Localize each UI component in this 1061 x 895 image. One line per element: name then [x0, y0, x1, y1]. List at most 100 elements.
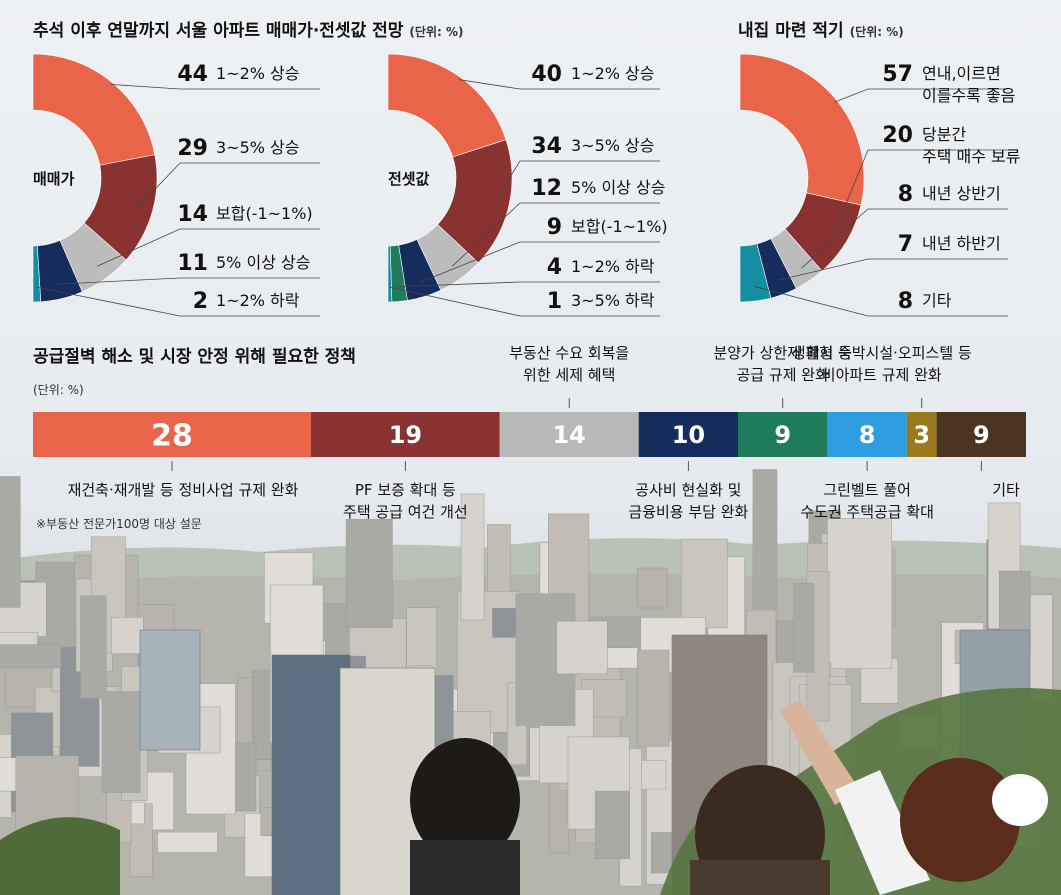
- policy-stacked-bar: 28 재건축·재개발 등 정비사업 규제 완화 19 PF 보증 확대 등주택 공급 …: [33, 344, 1026, 521]
- leader-line: [494, 160, 660, 203]
- policy-segment: [936, 412, 1026, 457]
- donut-slice: [739, 53, 865, 206]
- slice-value: 1: [547, 289, 562, 314]
- policy-segment-value: 14: [552, 421, 585, 449]
- slice-value: 4: [547, 255, 562, 280]
- slice-label: 당분간: [922, 125, 966, 144]
- slice-value: 14: [177, 202, 208, 227]
- slice-label: 1~2% 상승: [571, 64, 655, 83]
- leader-line: [451, 202, 660, 267]
- slice-label: 기타: [922, 291, 952, 310]
- policy-label: 수도권 주택공급 확대: [800, 503, 934, 521]
- unit-label-2: (단위: %): [850, 24, 904, 39]
- leader-line: [58, 277, 320, 285]
- slice-value: 9: [547, 215, 562, 240]
- slice-label: 5% 이상 상승: [216, 253, 310, 272]
- unit-label-1: (단위: %): [409, 24, 463, 39]
- slice-label: 이를수록 좋음: [922, 86, 1015, 105]
- slice-label: 3~5% 상승: [571, 136, 655, 155]
- slice-value: 29: [177, 136, 208, 161]
- policy-unit: (단위: %): [33, 383, 84, 397]
- slice-label: 보합(-1~1%): [216, 204, 313, 223]
- policy-label: 공급 규제 완화: [737, 366, 830, 384]
- slice-label: 보합(-1~1%): [571, 217, 668, 236]
- policy-segment: [499, 412, 639, 457]
- slice-value: 8: [898, 182, 913, 207]
- policy-label: 생활형 숙박시설·오피스텔 등: [792, 344, 972, 362]
- donut-charts: 추석 이후 연말까지 서울 아파트 매매가·전셋값 전망 (단위: %) 내집 마…: [32, 20, 1021, 317]
- leader-line: [778, 258, 1008, 281]
- slice-value: 34: [531, 134, 562, 159]
- policy-label: 기타: [992, 481, 1020, 499]
- slice-value: 44: [177, 62, 208, 87]
- leader-line: [833, 149, 1008, 234]
- policy-segment-value: 9: [774, 421, 791, 449]
- slice-label: 3~5% 하락: [571, 291, 655, 310]
- slice-label: 5% 이상 상승: [571, 178, 665, 197]
- policy-segment: [638, 412, 738, 457]
- slice-label: 내년 상반기: [922, 184, 1001, 203]
- slice-value: 20: [882, 123, 913, 148]
- title-price-outlook: 추석 이후 연말까지 서울 아파트 매매가·전셋값 전망: [33, 20, 404, 41]
- policy-label: 분양가 상한제 폐지 등: [713, 344, 852, 362]
- leader-line: [753, 285, 1008, 317]
- policy-segment-value: 9: [973, 421, 990, 449]
- policy-label: 공사비 현실화 및: [635, 481, 741, 499]
- slice-value: 40: [531, 62, 562, 87]
- policy-segment-value: 3: [913, 421, 930, 449]
- leader-line: [834, 88, 1008, 103]
- leader-line: [36, 286, 320, 317]
- policy-label: 재건축·재개발 등 정비사업 규제 완화: [68, 481, 299, 499]
- policy-title: 공급절벽 해소 및 시장 안정 위해 필요한 정책: [33, 346, 356, 367]
- donut-slice: [739, 243, 772, 303]
- slice-value: 7: [898, 232, 913, 257]
- policy-segment-value: 8: [859, 421, 876, 449]
- slice-label: 1~2% 하락: [216, 291, 300, 310]
- slice-label: 내년 하반기: [922, 234, 1001, 253]
- policy-label: 금융비용 부담 완화: [628, 503, 748, 521]
- donut-slice: [387, 245, 393, 303]
- leader-line: [138, 162, 320, 208]
- donut-sale-price: 44 1~2% 상승 29 3~5% 상승 14 보합(-1~1%) 11 5% 이상 상승 2…: [32, 53, 320, 317]
- donut-center-label: 매매가: [33, 170, 75, 188]
- slice-label: 연내,이르면: [922, 64, 1001, 83]
- leader-line: [419, 241, 660, 283]
- survey-note: ※부동산 전문가100명 대상 설문: [36, 517, 202, 531]
- leader-line: [398, 281, 660, 287]
- slice-label: 1~2% 상승: [216, 64, 300, 83]
- policy-segment-value: 19: [389, 421, 422, 449]
- slice-value: 2: [193, 289, 208, 314]
- policy-label: 위한 세제 혜택: [523, 366, 615, 384]
- slice-value: 57: [882, 62, 913, 87]
- policy-label: 비아파트 규제 완화: [822, 366, 942, 384]
- leader-line: [459, 79, 660, 90]
- leader-line: [110, 84, 320, 90]
- policy-segment: [311, 412, 500, 457]
- title-buy-timing: 내집 마련 적기: [738, 21, 844, 41]
- policy-label: 주택 공급 여건 개선: [343, 503, 468, 521]
- slice-label: 1~2% 하락: [571, 257, 655, 276]
- slice-value: 11: [177, 251, 208, 276]
- policy-segment-value: 28: [151, 418, 193, 453]
- donut-center-label: 전셋값: [388, 170, 430, 188]
- policy-label: PF 보증 확대 등: [355, 481, 456, 499]
- policy-label: 그린벨트 풀어: [823, 481, 911, 499]
- leader-line: [96, 228, 320, 267]
- leader-line: [389, 286, 660, 317]
- donut-slice: [32, 53, 156, 166]
- policy-segment: [827, 412, 907, 457]
- policy-segment: [906, 412, 937, 457]
- policy-segment: [738, 412, 828, 457]
- svg-text:추석 이후 연말까지 서울 아파트 매매가·전셋값 전망(단: 추석 이후 연말까지 서울 아파트 매매가·전셋값 전망 (단위: %): [33, 20, 463, 41]
- policy-bar-chart: 공급절벽 해소 및 시장 안정 위해 필요한 정책 (단위: %) 28 재건축·…: [33, 344, 1026, 531]
- policy-segment-value: 10: [672, 421, 705, 449]
- slice-value: 8: [898, 289, 913, 314]
- policy-label: 부동산 수요 회복을: [509, 344, 629, 362]
- slice-label: 3~5% 상승: [216, 138, 300, 157]
- svg-text:내집 마련 적기(단위: %): 내집 마련 적기 (단위: %): [738, 21, 904, 41]
- slice-label: 주택 매수 보류: [922, 147, 1021, 166]
